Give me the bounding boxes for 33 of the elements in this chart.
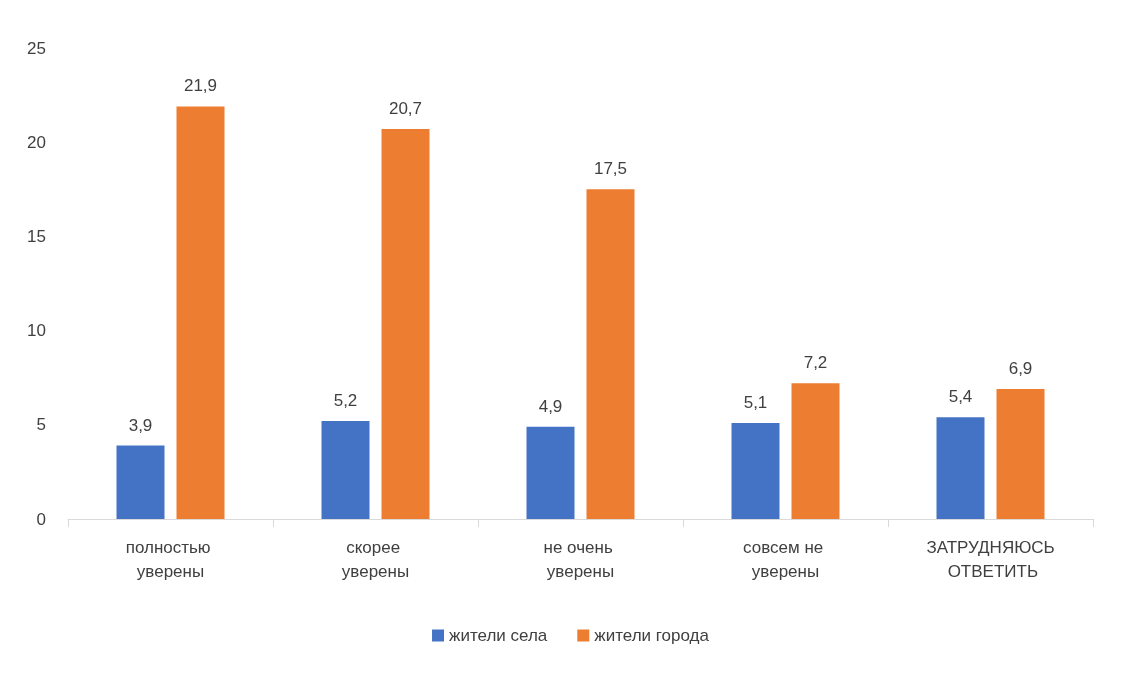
y-tick-label: 5 [36,415,46,435]
y-tick-label: 15 [27,226,46,246]
legend-label: жители города [594,626,710,645]
data-label: 7,2 [803,353,828,373]
data-label: 21,9 [183,76,218,96]
legend-label: жители села [449,626,548,645]
x-tick-label: скорее уверены [341,537,410,581]
bar [996,389,1045,519]
bar [176,106,225,519]
x-tick-label: ЗАТРУДНЯЮСЬ ОТВЕТИТЬ [926,537,1055,581]
data-label: 5,2 [333,391,358,411]
y-tick-label: 0 [36,509,46,529]
x-tick-label: совсем не уверены [743,537,828,581]
x-tick-label: полностью уверены [125,537,216,581]
bar [791,383,840,519]
data-label: 5,4 [948,387,973,407]
y-tick-label: 25 [27,38,46,58]
data-label: 20,7 [388,99,423,119]
x-tick-label: не очень уверены [543,537,618,581]
bar [381,129,430,519]
bar [731,422,780,519]
data-label: 17,5 [593,159,628,179]
data-label: 4,9 [538,396,563,416]
bar [321,421,370,519]
y-tick-label: 10 [27,321,46,341]
y-tick-label: 20 [27,132,46,152]
data-label: 5,1 [743,392,768,412]
bar [936,417,985,519]
data-label: 6,9 [1008,359,1033,378]
bar [116,445,165,519]
bar [586,189,635,519]
bar [526,426,575,519]
data-label: 3,9 [128,415,153,435]
